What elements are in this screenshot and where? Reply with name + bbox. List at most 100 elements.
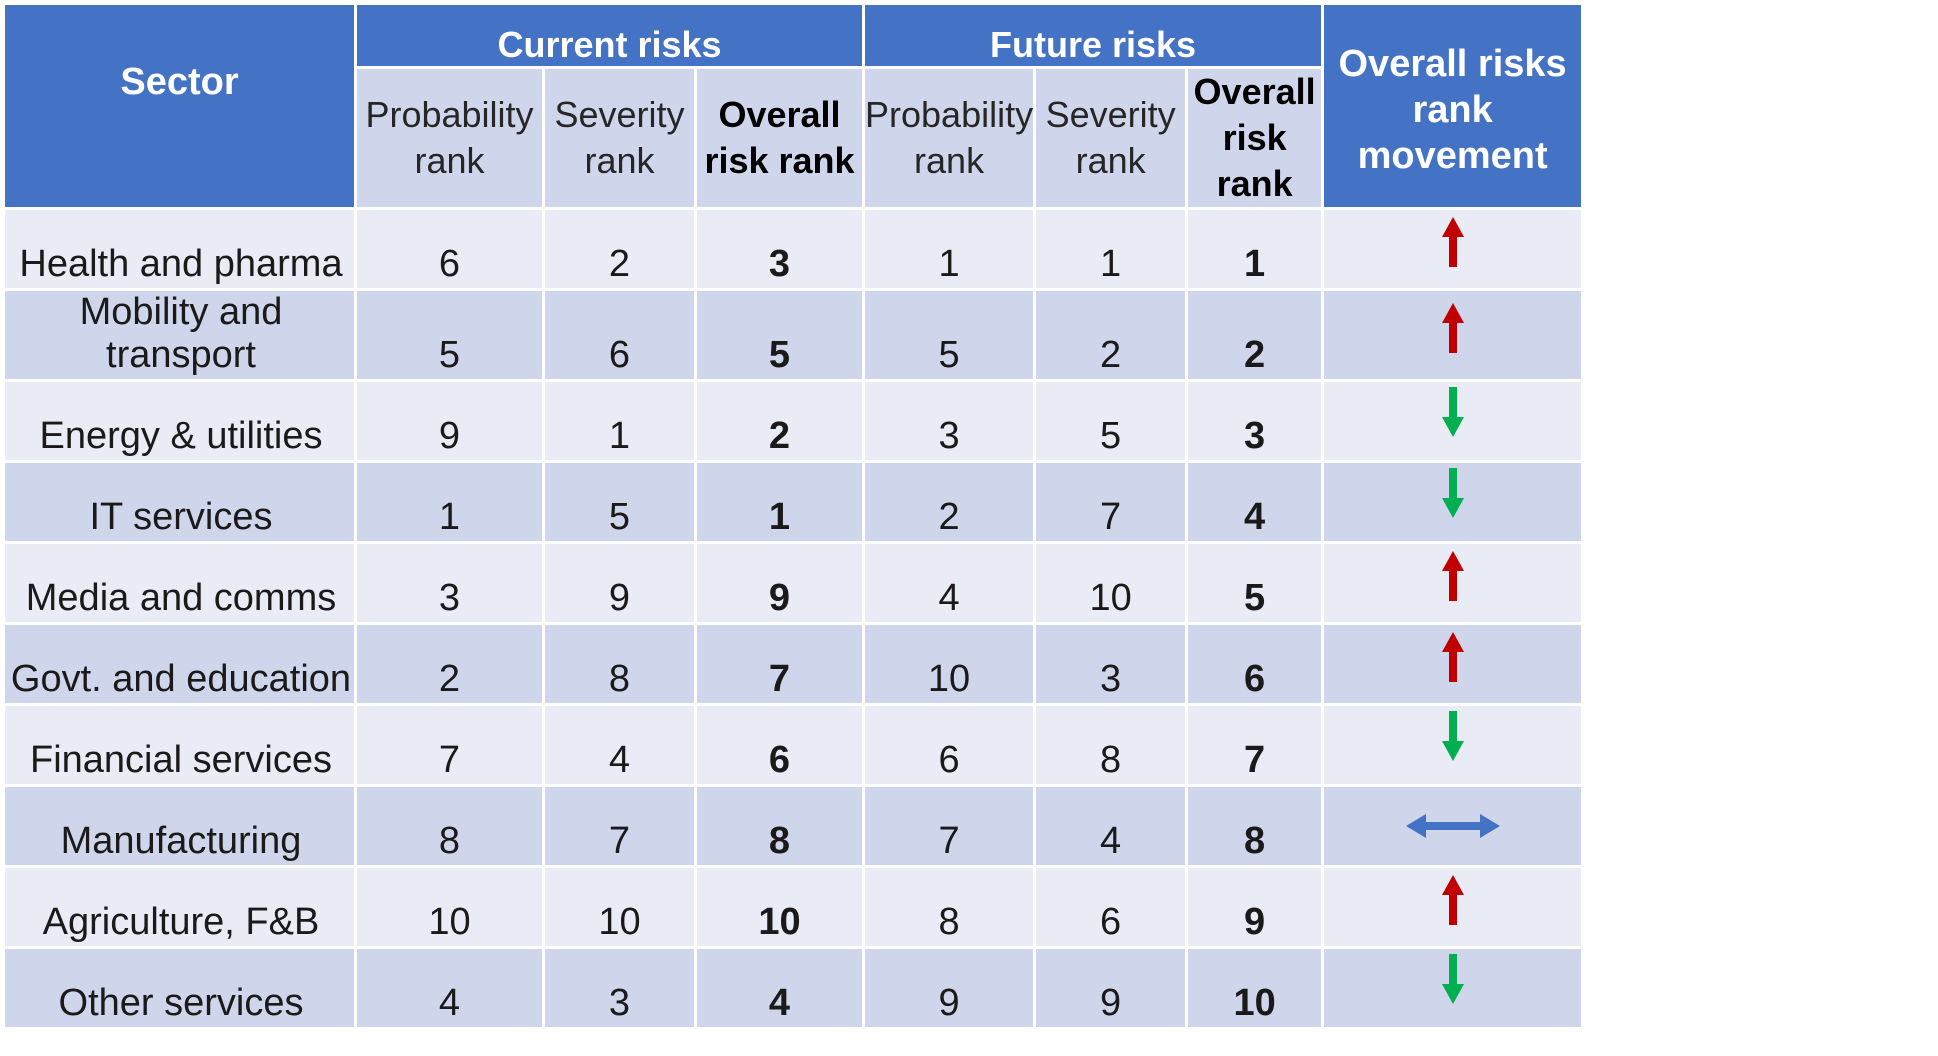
arrow-down-icon	[1441, 711, 1464, 761]
future-probability-cell: 3	[861, 379, 1037, 463]
current-overall-cell: 7	[694, 622, 865, 706]
current-severity-cell: 8	[542, 622, 697, 706]
movement-cell	[1321, 379, 1585, 463]
future-probability-cell: 9	[861, 946, 1037, 1030]
current-risks-header: Current risks	[354, 2, 865, 69]
future-probability-cell: 5	[861, 288, 1037, 382]
future-overall-cell: 3	[1185, 379, 1325, 463]
future-overall-cell: 6	[1185, 622, 1325, 706]
current-overall-cell: 3	[694, 207, 865, 291]
future-severity-cell: 3	[1033, 622, 1189, 706]
sector-cell: Mobility and transport	[2, 288, 357, 382]
sector-cell: Agriculture, F&B	[2, 865, 357, 949]
table-body: Health and pharma 6 2 3 1 1 1 Mobility and tran…	[2, 207, 1585, 1030]
current-probability-header: Probability rank	[354, 66, 545, 210]
current-probability-cell: 8	[354, 784, 545, 868]
movement-header: Overall risks rank movement	[1321, 2, 1585, 210]
future-overall-cell: 4	[1185, 460, 1325, 544]
arrow-up-icon	[1441, 217, 1464, 267]
movement-cell	[1321, 207, 1585, 291]
future-severity-cell: 10	[1033, 541, 1189, 625]
table-row: Health and pharma 6 2 3 1 1 1	[2, 207, 1585, 291]
table-row: Agriculture, F&B 10 10 10 8 6 9	[2, 865, 1585, 949]
current-probability-cell: 1	[354, 460, 545, 544]
table-row: Manufacturing 8 7 8 7 4 8	[2, 784, 1585, 868]
future-severity-cell: 1	[1033, 207, 1189, 291]
table-row: Other services 4 3 4 9 9 10	[2, 946, 1585, 1030]
arrow-up-icon	[1441, 303, 1464, 353]
current-overall-cell: 4	[694, 946, 865, 1030]
current-probability-cell: 4	[354, 946, 545, 1030]
current-severity-cell: 4	[542, 703, 697, 787]
current-probability-cell: 6	[354, 207, 545, 291]
movement-cell	[1321, 946, 1585, 1030]
movement-cell	[1321, 703, 1585, 787]
table-row: Financial services 7 4 6 6 8 7	[2, 703, 1585, 787]
current-severity-cell: 1	[542, 379, 697, 463]
arrow-horizontal-icon	[1405, 814, 1500, 838]
future-overall-cell: 5	[1185, 541, 1325, 625]
future-risks-header: Future risks	[861, 2, 1325, 69]
future-probability-cell: 8	[861, 865, 1037, 949]
current-severity-header: Severity rank	[542, 66, 697, 210]
current-severity-cell: 5	[542, 460, 697, 544]
sector-cell: Manufacturing	[2, 784, 357, 868]
future-severity-cell: 8	[1033, 703, 1189, 787]
sector-cell: Other services	[2, 946, 357, 1030]
table-row: Energy & utilities 9 1 2 3 5 3	[2, 379, 1585, 463]
current-overall-cell: 10	[694, 865, 865, 949]
arrow-down-icon	[1441, 468, 1464, 518]
future-severity-header: Severity rank	[1033, 66, 1189, 210]
future-severity-cell: 4	[1033, 784, 1189, 868]
current-probability-cell: 2	[354, 622, 545, 706]
future-overall-cell: 9	[1185, 865, 1325, 949]
current-severity-cell: 2	[542, 207, 697, 291]
current-overall-cell: 2	[694, 379, 865, 463]
future-overall-cell: 10	[1185, 946, 1325, 1030]
sector-header: Sector	[2, 2, 357, 210]
future-probability-cell: 6	[861, 703, 1037, 787]
current-overall-cell: 6	[694, 703, 865, 787]
current-probability-cell: 7	[354, 703, 545, 787]
movement-cell	[1321, 865, 1585, 949]
current-overall-header: Overall risk rank	[694, 66, 865, 210]
table-row: Mobility and transport 5 6 5 5 2 2	[2, 288, 1585, 382]
future-probability-cell: 1	[861, 207, 1037, 291]
movement-cell	[1321, 460, 1585, 544]
future-overall-header: Overall risk rank	[1185, 66, 1325, 210]
current-overall-cell: 8	[694, 784, 865, 868]
future-probability-header: Probability rank	[861, 66, 1037, 210]
current-severity-cell: 10	[542, 865, 697, 949]
current-severity-cell: 7	[542, 784, 697, 868]
future-probability-cell: 10	[861, 622, 1037, 706]
sector-cell: Govt. and education	[2, 622, 357, 706]
future-overall-cell: 2	[1185, 288, 1325, 382]
table-row: Govt. and education 2 8 7 10 3 6	[2, 622, 1585, 706]
arrow-up-icon	[1441, 632, 1464, 682]
movement-cell	[1321, 288, 1585, 382]
future-severity-cell: 6	[1033, 865, 1189, 949]
sector-cell: Health and pharma	[2, 207, 357, 291]
current-overall-cell: 9	[694, 541, 865, 625]
current-probability-cell: 9	[354, 379, 545, 463]
table-row: IT services 1 5 1 2 7 4	[2, 460, 1585, 544]
arrow-up-icon	[1441, 875, 1464, 925]
risk-rank-table: Sector Current risks Future risks Overal…	[2, 2, 1585, 1030]
future-severity-cell: 2	[1033, 288, 1189, 382]
arrow-up-icon	[1441, 551, 1464, 601]
future-overall-cell: 8	[1185, 784, 1325, 868]
future-severity-cell: 9	[1033, 946, 1189, 1030]
sector-cell: Media and comms	[2, 541, 357, 625]
future-severity-cell: 7	[1033, 460, 1189, 544]
current-overall-cell: 5	[694, 288, 865, 382]
arrow-down-icon	[1441, 387, 1464, 437]
sector-cell: Financial services	[2, 703, 357, 787]
sector-cell: Energy & utilities	[2, 379, 357, 463]
future-probability-cell: 2	[861, 460, 1037, 544]
future-probability-cell: 4	[861, 541, 1037, 625]
current-overall-cell: 1	[694, 460, 865, 544]
sector-cell: IT services	[2, 460, 357, 544]
future-overall-cell: 7	[1185, 703, 1325, 787]
current-severity-cell: 3	[542, 946, 697, 1030]
arrow-down-icon	[1441, 954, 1464, 1004]
